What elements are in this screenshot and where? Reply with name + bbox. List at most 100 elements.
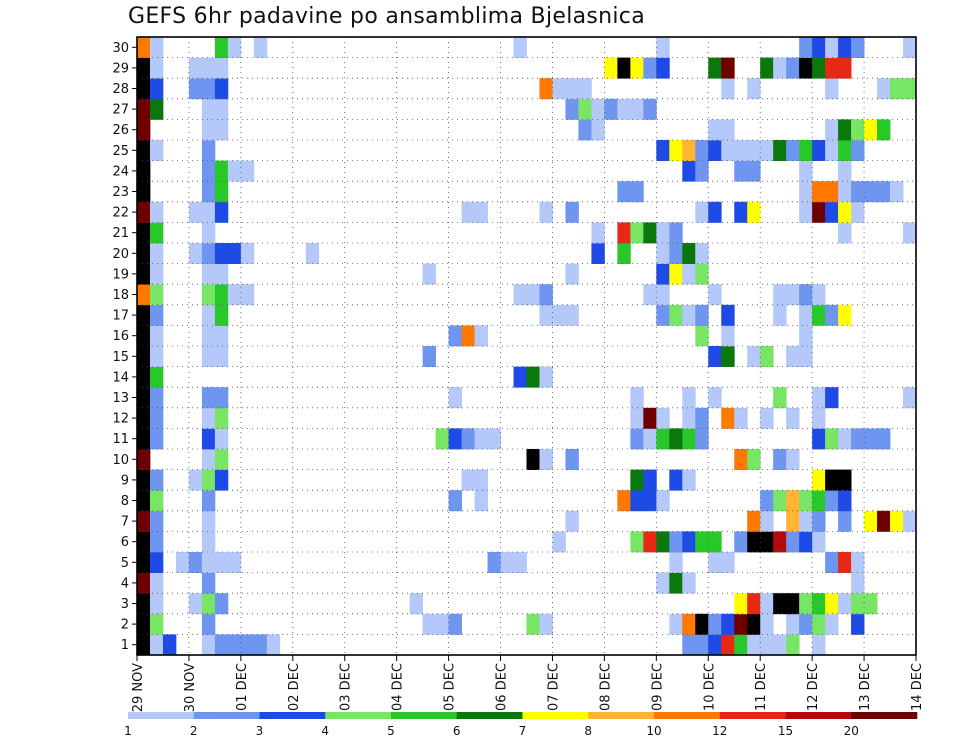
heatmap-cell [201,490,216,512]
heatmap-cell [799,510,813,532]
heatmap-cell [851,181,891,203]
heatmap-cell [799,613,813,635]
heatmap-cell [799,593,813,615]
heatmap-cell [838,222,852,244]
heatmap-cell [786,407,800,429]
heatmap-cell [656,57,670,79]
heatmap-cell [539,78,553,100]
heatmap-cell [578,98,592,120]
heatmap-cell [305,243,320,264]
heatmap-cell [708,119,735,141]
heatmap-cell [149,428,164,450]
heatmap-cell [149,387,164,409]
heatmap-cell [773,531,787,553]
heatmap-cell [734,449,748,470]
heatmap-cell [838,201,852,223]
heatmap-cell [747,593,761,615]
heatmap-cell [149,325,164,347]
x-axis-ticks: 29 NOV 30 NOV 01 DEC 02 DEC 03 DEC 04 DEC 05 D… [131,655,925,712]
heatmap-cell [773,634,787,656]
heatmap-cell [838,140,852,161]
heatmap-cell [812,407,826,429]
heatmap-cell [851,201,865,223]
heatmap-cell [201,634,216,656]
heatmap-cell [825,57,852,79]
y-tick-label: 24 [112,164,129,179]
heatmap-cell [877,78,891,100]
heatmap-cell [539,304,579,326]
heatmap-cell [747,510,761,532]
y-tick-label: 28 [112,82,129,97]
heatmap-cell [656,37,670,58]
heatmap-cell [903,222,917,244]
heatmap-cell [214,449,229,470]
heatmap-cell [669,469,683,491]
heatmap-cell [695,201,709,223]
heatmap-cell [747,634,774,656]
heatmap-cell [643,222,657,244]
heatmap-cell [721,325,735,347]
x-tick-label: 08 DEC [598,663,613,711]
heatmap-cell [656,407,670,429]
heatmap-cell [760,613,774,635]
x-tick-label: 06 DEC [495,663,510,711]
heatmap-cell [825,37,839,58]
heatmap-cell [721,78,735,100]
heatmap-cell [760,490,774,512]
heatmap-cell [214,284,229,306]
y-tick-label: 25 [112,144,129,159]
heatmap-cell [539,284,553,306]
heatmap-cell [137,201,151,223]
heatmap-cell [188,593,203,615]
heatmap-cell [214,634,268,656]
heatmap-cell [266,634,281,656]
heatmap-cell [149,37,164,58]
x-tick-label: 14 DEC [910,663,925,711]
y-tick-label: 22 [112,206,129,221]
x-tick-label: 29 NOV [131,663,146,712]
heatmap-cell [137,140,151,161]
heatmap-cell [734,407,748,429]
heatmap-cell [617,490,631,512]
heatmap-cell [864,510,878,532]
heatmap-cell [539,201,553,223]
y-tick-label: 13 [112,391,129,406]
heatmap-cell [786,490,800,512]
heatmap-cell [149,593,164,615]
x-tick-label: 01 DEC [235,663,250,711]
heatmap-cell [149,572,164,594]
heatmap-cell [435,428,449,450]
heatmap-cell [149,531,164,553]
heatmap-cell [812,140,826,161]
heatmap-cell [149,634,164,656]
y-tick-label: 21 [112,226,129,241]
y-tick-label: 29 [112,61,129,76]
heatmap-cell [695,140,709,161]
y-tick-label: 20 [112,247,129,262]
heatmap-cell [552,78,592,100]
heatmap-cell [214,304,229,326]
heatmap-cell [721,346,735,367]
heatmap-cell [137,634,151,656]
heatmap-cell [773,593,787,615]
heatmap-cell [188,78,216,100]
heatmap-cell [617,222,631,244]
heatmap-cell [214,57,229,79]
heatmap-cell [838,160,852,182]
heatmap-cell [137,428,151,450]
heatmap-cell [578,119,592,141]
colorbar-label: 8 [584,724,592,738]
heatmap-cell [214,201,229,223]
heatmap-cell [656,263,670,285]
heatmap-cell [838,304,852,326]
heatmap-cell [487,552,501,573]
heatmap-cell [825,387,839,409]
heatmap-cell [526,366,540,388]
heatmap-cell [682,428,696,450]
heatmap-cell [137,304,151,326]
heatmap-cell [760,510,774,532]
heatmap-cell [630,469,644,491]
heatmap-cell [643,469,657,491]
heatmap-cell [786,449,800,470]
heatmap-cell [201,531,216,553]
